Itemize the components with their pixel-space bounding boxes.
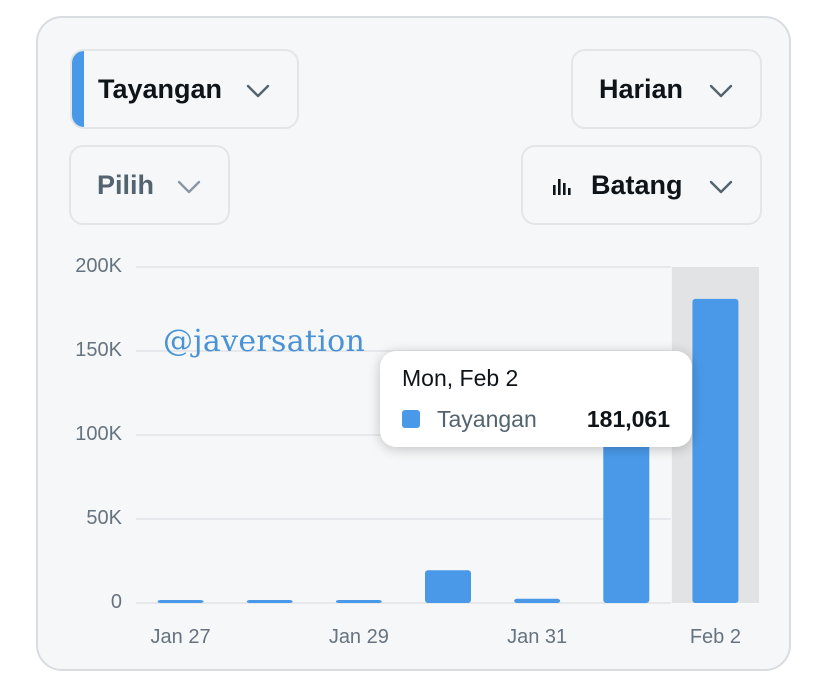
x-tick-label: Jan 27: [150, 626, 211, 648]
bar-chart: [136, 266, 759, 604]
x-tick-label: Jan 31: [507, 626, 568, 648]
chart-type-dropdown[interactable]: Batang: [521, 145, 762, 225]
x-tick-label: Jan 29: [328, 626, 389, 648]
y-tick-label: 200K: [75, 255, 122, 277]
chevron-down-icon: [246, 84, 270, 98]
y-tick-label: 0: [110, 591, 122, 613]
period-dropdown[interactable]: Harian: [571, 49, 762, 129]
analytics-card: Tayangan Harian Pilih Batang 0 50K 100K 150…: [36, 16, 791, 671]
chevron-down-icon: [177, 180, 201, 194]
y-tick-label: 150K: [75, 339, 122, 361]
y-tick-label: 100K: [75, 423, 122, 445]
tooltip-value: 181,061: [586, 406, 670, 432]
bar[interactable]: [692, 298, 739, 603]
chart-type-dropdown-label: Batang: [591, 169, 683, 200]
chevron-down-icon: [709, 180, 733, 194]
tooltip-date: Mon, Feb 2: [402, 365, 519, 391]
metric-dropdown[interactable]: Tayangan: [70, 49, 299, 129]
bar[interactable]: [514, 598, 561, 603]
bar[interactable]: [425, 570, 471, 603]
x-tick-label: Feb 2: [689, 626, 741, 648]
tooltip-series-swatch: [402, 410, 420, 428]
period-dropdown-label: Harian: [599, 73, 684, 104]
y-tick-label: 50K: [86, 507, 122, 529]
metric-dropdown-label: Tayangan: [98, 73, 223, 104]
metric-accent-bar: [72, 51, 84, 127]
select-dropdown-label: Pilih: [97, 169, 155, 200]
select-dropdown[interactable]: Pilih: [69, 145, 230, 225]
bar-chart-icon: [553, 179, 571, 195]
tooltip-series-name: Tayangan: [437, 406, 537, 432]
bar[interactable]: [157, 600, 204, 603]
bar[interactable]: [603, 429, 650, 603]
chart-tooltip: Mon, Feb 2 Tayangan 181,061: [380, 351, 692, 447]
bar[interactable]: [246, 600, 293, 603]
watermark-text: @javersation: [163, 324, 366, 359]
chevron-down-icon: [709, 84, 733, 98]
bar[interactable]: [335, 600, 382, 603]
